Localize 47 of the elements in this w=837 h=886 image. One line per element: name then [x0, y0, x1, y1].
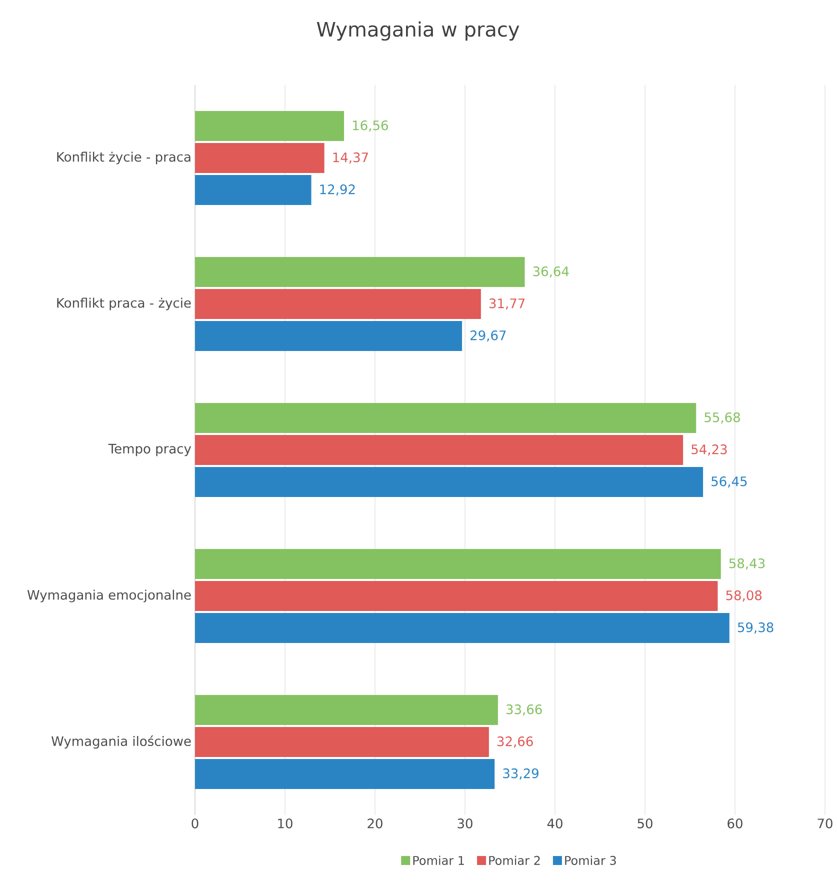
bar	[195, 727, 489, 758]
data-label: 16,56	[352, 120, 388, 132]
bar	[195, 581, 718, 612]
data-label: 58,43	[729, 558, 765, 570]
bar	[195, 143, 324, 174]
y-tick-label: Wymagania emocjonalne	[27, 590, 191, 602]
y-tick-label: Tempo pracy	[108, 444, 192, 456]
x-tick-label: 20	[368, 818, 382, 828]
data-label: 36,64	[533, 266, 569, 278]
data-label: 33,29	[503, 768, 538, 780]
x-tick-label: 0	[192, 818, 198, 828]
legend-label: Pomiar 1	[413, 856, 464, 865]
legend-label: Pomiar 2	[489, 856, 540, 865]
bar	[195, 759, 495, 790]
data-label: 55,68	[704, 412, 740, 424]
bar	[195, 695, 498, 726]
bar	[195, 467, 704, 498]
data-label: 59,38	[738, 622, 774, 634]
x-tick-label: 30	[458, 818, 472, 828]
bar	[195, 403, 696, 434]
x-tick-label: 60	[728, 818, 742, 828]
y-tick-label: Konflikt życie - praca	[57, 152, 190, 164]
bar	[195, 289, 481, 320]
bar	[195, 111, 344, 142]
data-label: 12,92	[320, 184, 355, 196]
data-label: 31,77	[489, 298, 525, 310]
data-label: 29,67	[470, 330, 506, 342]
x-tick-label: 70	[818, 818, 832, 828]
x-tick-label: 10	[278, 818, 292, 828]
bar	[195, 321, 462, 352]
data-label: 33,66	[506, 704, 542, 716]
y-tick-label: Wymagania ilościowe	[51, 735, 191, 749]
bar	[195, 549, 721, 580]
x-tick-label: 50	[638, 818, 652, 828]
bar	[195, 175, 312, 206]
bar	[195, 257, 525, 288]
data-label: 54,23	[692, 444, 727, 456]
data-label: 14,37	[333, 152, 368, 164]
bar	[195, 435, 684, 466]
legend-label: Pomiar 3	[565, 856, 616, 865]
chart-title: Wymagania w pracy	[316, 21, 520, 41]
data-label: 58,08	[726, 590, 762, 602]
x-tick-label: 40	[547, 818, 562, 828]
data-label: 56,45	[712, 476, 747, 488]
bar	[195, 613, 730, 644]
data-label: 32,66	[497, 736, 533, 748]
y-tick-label: Konflikt praca - życie	[57, 298, 191, 310]
